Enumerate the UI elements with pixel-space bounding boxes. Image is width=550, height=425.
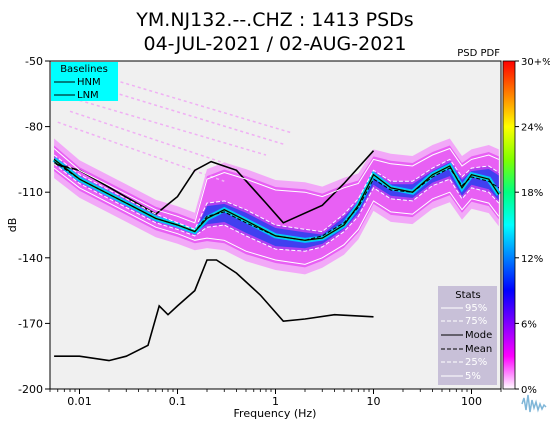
y-axis-label: dB bbox=[6, 218, 19, 233]
series-line-25pct bbox=[53, 163, 500, 252]
y-tick-label: -50 bbox=[25, 55, 43, 68]
legend-mode-label: Mode bbox=[465, 330, 492, 341]
x-axis-label: Frequency (Hz) bbox=[234, 407, 317, 420]
x-tick-label: 100 bbox=[461, 395, 482, 408]
colorbar-tick-label: 24% bbox=[521, 123, 543, 134]
y-axis: -50 -80 -110 -140 -170 -200 bbox=[18, 55, 50, 396]
legend-5-label: 5% bbox=[465, 371, 481, 382]
legend-mean-label: Mean bbox=[465, 344, 492, 355]
x-tick-label: 0.1 bbox=[169, 395, 187, 408]
density-band-inner bbox=[54, 158, 499, 249]
y-tick-label: -80 bbox=[25, 121, 43, 134]
series-lines bbox=[53, 147, 500, 362]
legend-lnm-label: LNM bbox=[77, 90, 99, 101]
stats-legend: Stats 95% 75% Mode Mean 25% 5% bbox=[438, 286, 497, 385]
baselines-legend: Baselines HNM LNM bbox=[51, 62, 118, 101]
y-tick-label: -170 bbox=[18, 317, 43, 330]
density-band-outer bbox=[54, 145, 499, 268]
colorbar-tick-label: 6% bbox=[521, 319, 537, 330]
psd-sparse-tails bbox=[57, 77, 293, 182]
colorbar bbox=[502, 60, 516, 390]
legend-75-label: 75% bbox=[465, 316, 487, 327]
series-line-lnm bbox=[54, 259, 374, 362]
x-axis: 0.01 0.1 1 10 100 bbox=[49, 389, 502, 408]
baselines-legend-title: Baselines bbox=[60, 64, 108, 75]
colorbar-tick-label: 18% bbox=[521, 188, 543, 199]
stats-legend-title: Stats bbox=[455, 290, 481, 301]
x-tick-label: 10 bbox=[366, 395, 380, 408]
colorbar-tick-label: 30+% bbox=[521, 57, 550, 68]
psd-tail-trace bbox=[96, 86, 284, 145]
y-tick-label: -110 bbox=[18, 186, 43, 199]
legend-95-label: 95% bbox=[465, 303, 487, 314]
psd-tail-trace bbox=[69, 110, 247, 172]
series-line-mean bbox=[53, 161, 500, 241]
x-tick-label: 1 bbox=[272, 395, 279, 408]
colorbar-tick-label: 12% bbox=[521, 254, 543, 265]
colorbar-tick-label: 0% bbox=[521, 385, 537, 396]
legend-25-label: 25% bbox=[465, 357, 487, 368]
series-line-5pct bbox=[53, 167, 500, 265]
psd-tail-trace bbox=[108, 77, 293, 134]
colorbar-ticks: 30+% 24% 18% 12% 6% 0% bbox=[515, 57, 550, 396]
series-line-hnm bbox=[53, 150, 375, 224]
psd-tail-trace bbox=[79, 99, 267, 156]
x-tick-label: 0.01 bbox=[67, 395, 92, 408]
chart-title-line1: YM.NJ132.--.CHZ : 1413 PSDs bbox=[135, 9, 413, 31]
y-tick-label: -140 bbox=[18, 252, 43, 265]
series-line-75pct bbox=[53, 154, 500, 233]
y-tick-label: -200 bbox=[18, 383, 43, 396]
legend-hnm-label: HNM bbox=[77, 77, 101, 88]
colorbar-label: PSD PDF bbox=[457, 48, 500, 59]
waveform-logo-icon bbox=[521, 394, 547, 413]
series-line-95pct bbox=[53, 147, 500, 224]
chart-title-line2: 04-JUL-2021 / 02-AUG-2021 bbox=[144, 33, 407, 55]
